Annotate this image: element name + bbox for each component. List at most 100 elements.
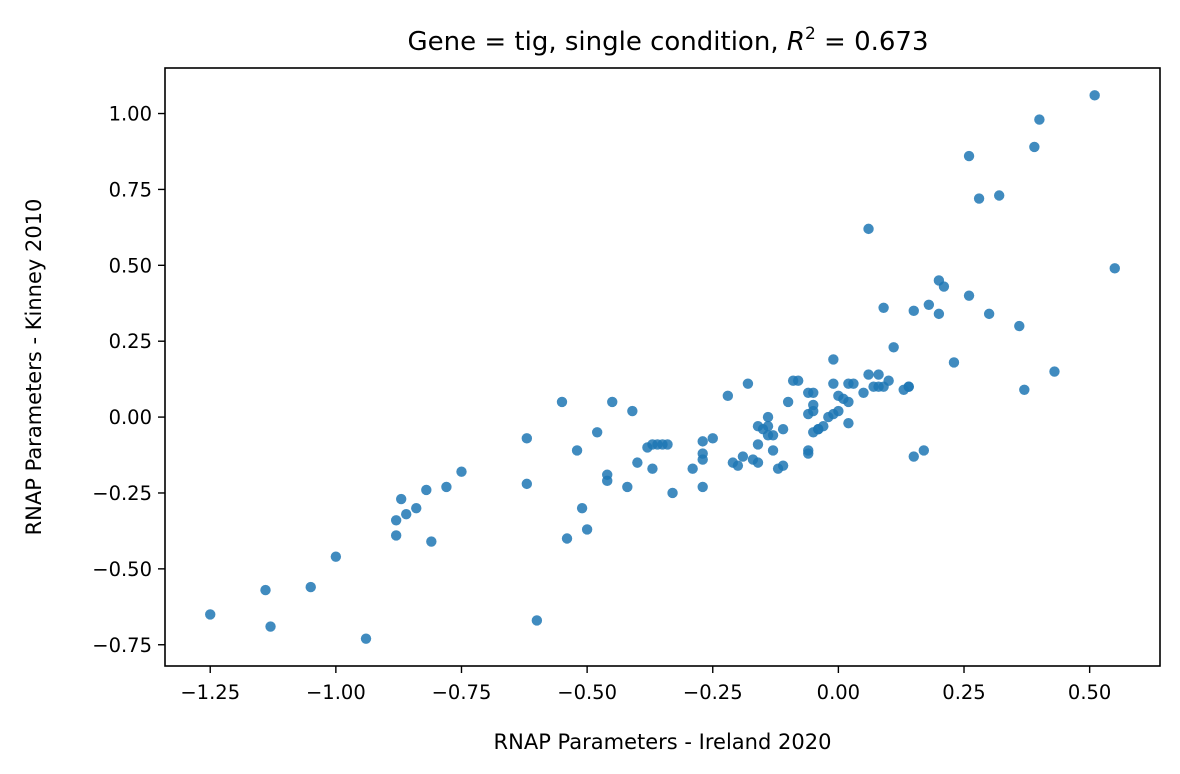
data-point	[305, 581, 316, 593]
x-tick-label: −0.50	[557, 681, 617, 704]
data-point	[873, 369, 884, 380]
data-point	[782, 396, 794, 408]
data-point	[752, 457, 764, 468]
y-tick-label: 0.25	[109, 330, 152, 353]
data-point	[792, 375, 804, 386]
data-point	[330, 551, 342, 562]
data-point	[742, 378, 754, 389]
x-axis-ticks: −1.25 −1.00 −0.75 −0.50 −0.25 0.00 0.25 0.50	[180, 666, 1111, 704]
data-point	[662, 439, 673, 450]
data-point	[360, 633, 372, 644]
data-point	[732, 460, 744, 471]
data-point	[531, 615, 543, 626]
y-axis-ticks: −0.75 −0.50 −0.25 0.00 0.25 0.50 0.75 1.00	[92, 103, 165, 657]
data-point	[697, 448, 708, 459]
data-point	[697, 436, 708, 447]
x-tick-label: −1.00	[306, 681, 366, 704]
data-point	[843, 396, 854, 408]
data-point	[752, 439, 764, 450]
data-point	[938, 281, 950, 292]
data-point	[828, 354, 839, 365]
data-point	[395, 493, 407, 505]
data-point	[833, 405, 844, 417]
y-tick-label: 0.75	[109, 178, 152, 201]
data-point	[888, 342, 899, 353]
data-point	[1029, 141, 1040, 153]
data-point	[808, 387, 819, 399]
data-point	[767, 430, 779, 441]
data-point	[737, 451, 749, 462]
data-point	[627, 405, 638, 417]
data-point	[828, 378, 839, 389]
data-point	[863, 223, 874, 235]
data-point	[803, 445, 814, 456]
data-point	[918, 445, 930, 456]
y-tick-label: −0.25	[92, 482, 152, 505]
data-point	[521, 433, 533, 444]
data-point	[903, 381, 914, 392]
data-point	[456, 466, 467, 477]
data-point	[762, 420, 774, 432]
data-point	[390, 530, 402, 541]
chart-title-r: R	[787, 27, 805, 57]
data-point	[878, 302, 889, 314]
x-tick-label: 0.50	[1068, 681, 1111, 704]
y-tick-label: 0.00	[109, 406, 152, 429]
x-tick-label: −0.25	[683, 681, 743, 704]
data-point	[973, 193, 985, 204]
x-tick-label: −0.75	[432, 681, 492, 704]
data-point	[1014, 320, 1025, 332]
data-point	[647, 463, 658, 474]
data-point	[390, 515, 402, 526]
data-point	[667, 487, 678, 499]
data-point	[722, 390, 734, 402]
chart-title-superscript: 2	[805, 24, 816, 44]
chart-title: Gene = tig, single condition, R2 = 0.673	[407, 24, 928, 57]
y-axis-label: RNAP Parameters - Kinney 2010	[22, 199, 46, 536]
data-point	[848, 378, 859, 389]
data-point	[767, 445, 779, 456]
data-point	[556, 396, 568, 408]
data-point	[707, 433, 718, 444]
x-tick-label: 0.25	[942, 681, 985, 704]
data-point	[983, 308, 995, 320]
data-point	[933, 308, 945, 320]
data-point	[858, 387, 869, 399]
data-point	[602, 475, 613, 487]
data-point	[777, 424, 789, 435]
x-axis-label: RNAP Parameters - Ireland 2020	[494, 730, 832, 754]
data-point	[426, 536, 437, 547]
data-point	[908, 305, 919, 317]
data-point	[963, 150, 975, 162]
data-point	[697, 481, 708, 493]
data-point	[441, 481, 452, 493]
data-point	[561, 533, 573, 544]
data-point	[571, 445, 583, 456]
data-point	[205, 609, 216, 620]
data-point	[777, 460, 789, 471]
data-point	[818, 420, 829, 432]
plot-frame	[164, 67, 1161, 667]
y-tick-label: −0.75	[92, 634, 152, 657]
data-point	[1019, 384, 1030, 395]
data-point	[521, 478, 533, 490]
data-point	[607, 396, 618, 408]
data-point	[687, 463, 698, 474]
data-point	[421, 484, 432, 496]
data-point	[591, 427, 603, 438]
data-point	[993, 190, 1005, 201]
data-point	[808, 399, 819, 411]
data-point	[963, 290, 975, 301]
y-tick-label: 1.00	[109, 103, 152, 126]
data-point	[581, 524, 593, 535]
data-point	[401, 509, 412, 520]
data-point	[576, 502, 588, 514]
data-point	[622, 481, 633, 493]
chart-title-main: Gene = tig, single condition,	[407, 27, 786, 57]
chart-title-tail: = 0.673	[816, 27, 929, 57]
x-tick-label: −1.25	[180, 681, 240, 704]
data-points	[205, 90, 1120, 644]
data-point	[1089, 90, 1100, 101]
data-point	[883, 375, 894, 386]
